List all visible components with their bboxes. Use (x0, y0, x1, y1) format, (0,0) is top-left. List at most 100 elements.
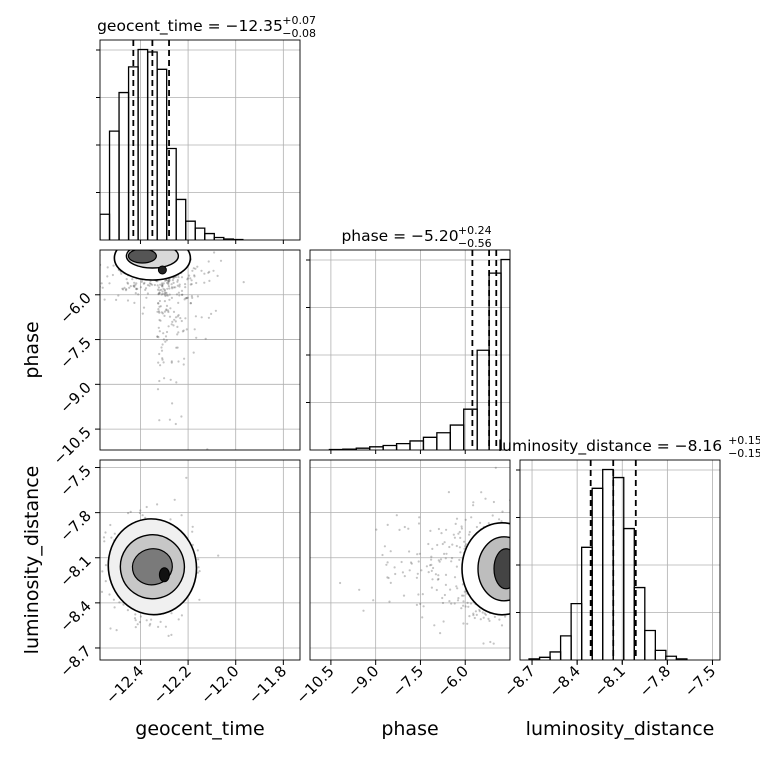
scatter-point (458, 530, 461, 534)
x-tick-label: −7.8 (636, 662, 674, 700)
scatter-point (167, 285, 170, 288)
scatter-point (172, 286, 176, 289)
scatter-point (217, 554, 220, 557)
scatter-point (339, 581, 342, 585)
histogram-bar (194, 227, 206, 240)
scatter-point (160, 346, 163, 349)
scatter-point (198, 598, 201, 601)
scatter-point (417, 593, 420, 596)
scatter-point (176, 246, 178, 248)
panel-frame (99, 249, 301, 451)
scatter-point (139, 615, 142, 618)
panel-hist-geocent_time: geocent_time = −12.35 +0.07−0.08 (96, 14, 316, 241)
scatter-point (523, 588, 525, 590)
scatter-point (145, 619, 148, 622)
y-tick-label: −7.8 (56, 507, 94, 545)
scatter-point (165, 339, 168, 342)
scatter-point (193, 275, 196, 278)
scatter-point (162, 332, 165, 335)
scatter-point (196, 295, 199, 298)
scatter-point (160, 311, 163, 314)
scatter-point (482, 642, 485, 645)
scatter-point (468, 530, 471, 534)
scatter-point (175, 346, 178, 349)
scatter-point (463, 540, 466, 543)
scatter-point (483, 612, 486, 615)
scatter-point (175, 381, 178, 384)
scatter-point (129, 510, 132, 513)
scatter-point (112, 264, 115, 267)
scatter-point (183, 357, 186, 360)
scatter-point (459, 536, 462, 540)
scatter-point (178, 294, 181, 297)
scatter-point (436, 578, 439, 581)
scatter-point (180, 514, 183, 517)
contour-level (127, 250, 157, 264)
histogram-bar (559, 635, 572, 660)
scatter-point (156, 335, 159, 338)
scatter-point (184, 286, 187, 289)
scatter-point (208, 279, 211, 282)
contour-level (157, 265, 167, 275)
histogram-phase (328, 250, 510, 450)
scatter-point (214, 309, 217, 312)
scatter-group (65, 240, 245, 450)
scatter-point (150, 618, 153, 621)
scatter-point (386, 523, 389, 527)
x-axis-label: geocent_time (135, 718, 264, 740)
scatter-point (122, 288, 125, 291)
scatter-point (164, 625, 167, 628)
scatter-point (65, 251, 67, 253)
scatter-point (433, 624, 436, 627)
scatter-point (200, 269, 203, 272)
scatter-point (178, 283, 181, 286)
histogram-bar (382, 444, 398, 450)
x-tick-label: −7.5 (681, 662, 719, 700)
panel-hist-luminosity_distance: luminosity_distance = −8.16 +0.15−0.15 (498, 434, 760, 661)
scatter-point (163, 310, 166, 313)
scatter-point (101, 570, 104, 573)
scatter-point (112, 598, 115, 601)
histogram-luminosity_distance (528, 460, 688, 660)
scatter-point (197, 566, 200, 569)
x-axis-label: phase (381, 718, 438, 740)
scatter-point (163, 288, 166, 291)
scatter-point (161, 343, 164, 346)
scatter-point (167, 634, 170, 638)
scatter-point (207, 260, 210, 263)
scatter-point (450, 560, 453, 563)
scatter-point (480, 491, 483, 494)
scatter-point (161, 292, 164, 296)
scatter-point (462, 594, 465, 597)
scatter-point (416, 553, 419, 556)
scatter-point (166, 287, 169, 290)
scatter-point (149, 282, 153, 285)
scatter-point (429, 564, 432, 567)
scatter-point (443, 593, 446, 597)
scatter-point (498, 618, 501, 621)
scatter-point (170, 633, 173, 637)
scatter-point (479, 521, 482, 525)
scatter-point (163, 377, 166, 380)
scatter-point (460, 527, 463, 530)
scatter-point (472, 612, 475, 615)
scatter-point (180, 289, 184, 292)
scatter-point (186, 277, 190, 280)
scatter-point (164, 279, 167, 282)
histogram-bar (175, 198, 187, 240)
scatter-point (492, 500, 495, 504)
scatter-point (172, 281, 175, 284)
y-axis-label: luminosity_distance (21, 466, 43, 655)
scatter-point (193, 328, 196, 331)
scatter-point (358, 588, 361, 591)
scatter-point (416, 572, 419, 575)
scatter-point (170, 296, 173, 299)
scatter-point (168, 279, 171, 282)
scatter-point (166, 294, 169, 297)
scatter-point (169, 240, 171, 242)
scatter-point (172, 277, 175, 280)
scatter-point (445, 528, 448, 531)
scatter-point (158, 289, 161, 292)
x-tick-label: −11.8 (245, 662, 290, 707)
scatter-point (473, 616, 476, 620)
